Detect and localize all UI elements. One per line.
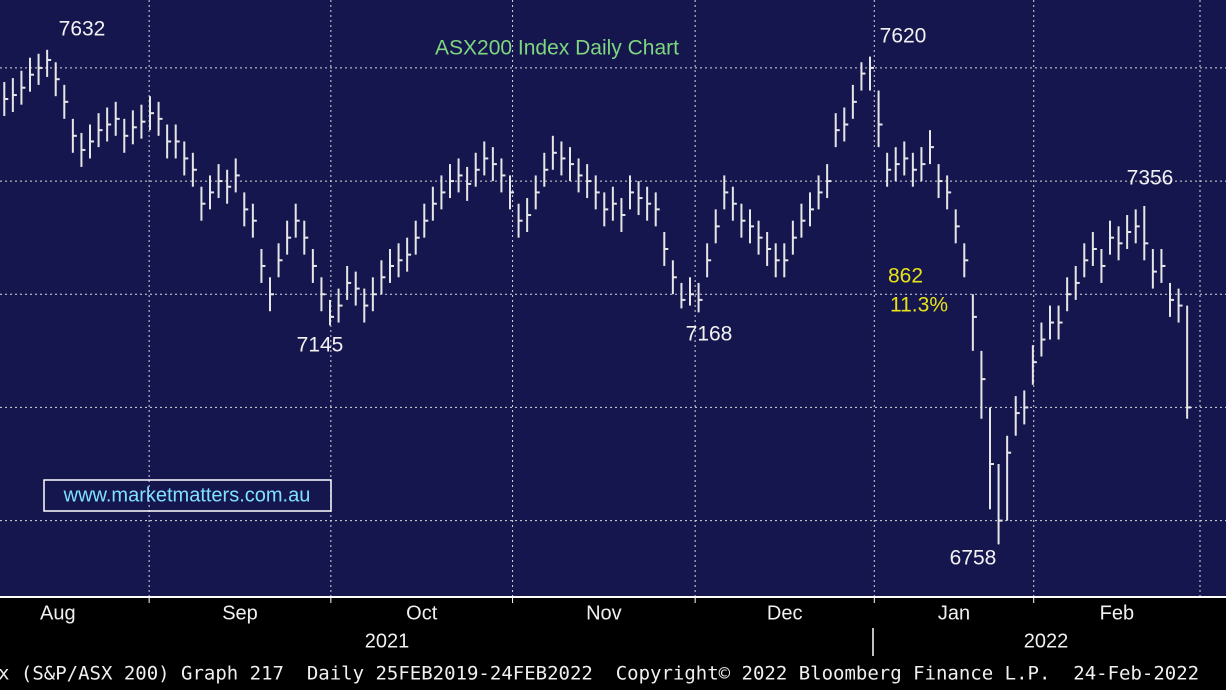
annotation: 7356 [1127, 167, 1174, 190]
plot-background [0, 0, 1226, 597]
annotation: 7168 [686, 323, 733, 346]
footer: x (S&P/ASX 200) Graph 217 Daily 25FEB201… [0, 663, 1199, 685]
annotation: 862 [888, 265, 923, 288]
annotation: 7620 [880, 25, 927, 48]
x-tick-label: Jan [938, 602, 970, 624]
year-label: 2022 [1024, 630, 1069, 652]
annotation: 11.3% [890, 294, 948, 317]
x-tick-label: Feb [1100, 602, 1134, 624]
annotation: 7632 [59, 18, 106, 41]
x-tick-label: Nov [586, 602, 622, 624]
plot [0, 0, 1226, 597]
year-label: 2021 [365, 630, 410, 652]
x-tick-label: Sep [222, 602, 258, 624]
website-box [43, 479, 332, 512]
chart-title: ASX200 Index Daily Chart [435, 37, 679, 60]
annotation: 6758 [950, 547, 997, 570]
x-tick-label: Dec [767, 602, 803, 624]
website: www.marketmatters.com.au [63, 484, 311, 506]
annotation: 7145 [297, 334, 344, 357]
x-tick-label: Aug [40, 602, 76, 624]
x-tick-label: Oct [406, 602, 438, 624]
